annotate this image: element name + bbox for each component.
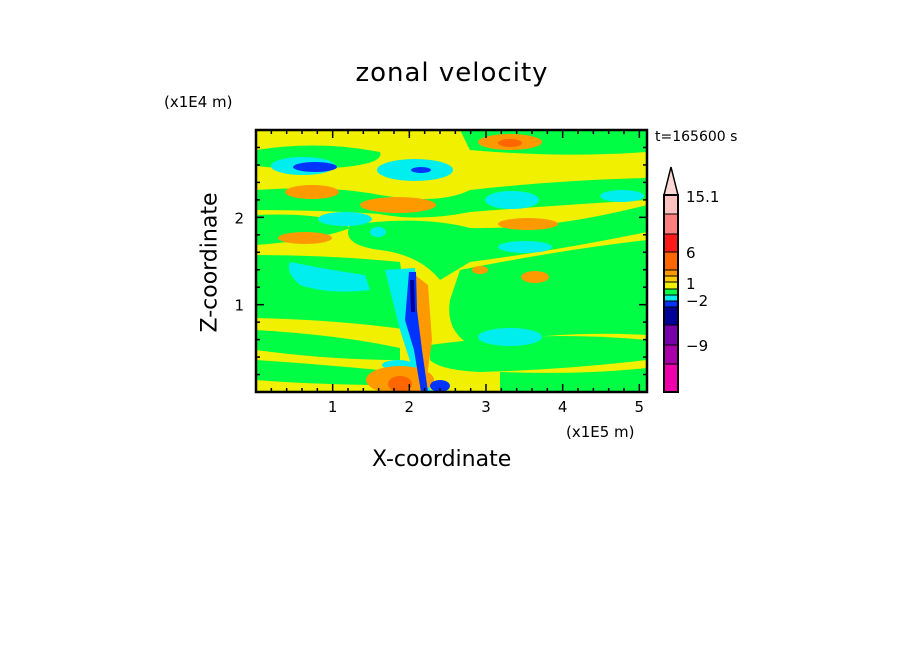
tick-labels: 1 2 3 4 5 1 2 bbox=[234, 209, 644, 416]
colorbar-segment bbox=[663, 275, 679, 283]
colorbar-segment bbox=[663, 288, 679, 296]
colorbar-segment bbox=[663, 269, 679, 277]
colorbar-overflow-triangle bbox=[663, 166, 679, 196]
x-tick-label: 4 bbox=[558, 398, 568, 416]
x-tick-label: 3 bbox=[481, 398, 491, 416]
y-axis-unit: (x1E4 m) bbox=[164, 93, 233, 111]
axis-ticks bbox=[256, 130, 647, 392]
contour-level-navy bbox=[410, 280, 415, 312]
x-tick-label: 2 bbox=[405, 398, 415, 416]
x-axis-label: X-coordinate bbox=[372, 447, 512, 472]
colorbar-segment bbox=[663, 281, 679, 290]
colorbar-segment bbox=[663, 251, 679, 271]
colorbar-segment bbox=[663, 324, 679, 346]
colorbar-segment bbox=[663, 233, 679, 253]
colorbar-segment bbox=[663, 294, 679, 302]
colorbar-label: 15.1 bbox=[686, 188, 719, 206]
colorbar-segment bbox=[663, 363, 679, 393]
contour-field bbox=[256, 130, 647, 392]
colorbar-label: 6 bbox=[686, 244, 696, 262]
colorbar-label: −2 bbox=[686, 292, 708, 310]
plot-frame bbox=[254, 128, 649, 394]
x-tick-label: 5 bbox=[635, 398, 645, 416]
colorbar-segment bbox=[663, 300, 679, 308]
colorbar: 15.1 6 1−2 −9 bbox=[663, 166, 719, 393]
chart-title: zonal velocity bbox=[355, 58, 549, 88]
colorbar-frame bbox=[663, 194, 679, 393]
y-tick-label: 2 bbox=[234, 209, 244, 227]
time-annotation: t=165600 s bbox=[655, 129, 738, 145]
contour-level-green bbox=[256, 130, 647, 392]
colorbar-segment bbox=[663, 194, 679, 215]
colorbar-label: 1 bbox=[686, 275, 696, 293]
x-tick-label: 1 bbox=[328, 398, 338, 416]
x-axis-unit: (x1E5 m) bbox=[566, 423, 635, 441]
colorbar-segment bbox=[663, 213, 679, 235]
colorbar-segment bbox=[663, 306, 679, 326]
colorbar-segment bbox=[663, 344, 679, 365]
y-tick-label: 1 bbox=[234, 297, 244, 315]
colorbar-label: −9 bbox=[686, 337, 708, 355]
